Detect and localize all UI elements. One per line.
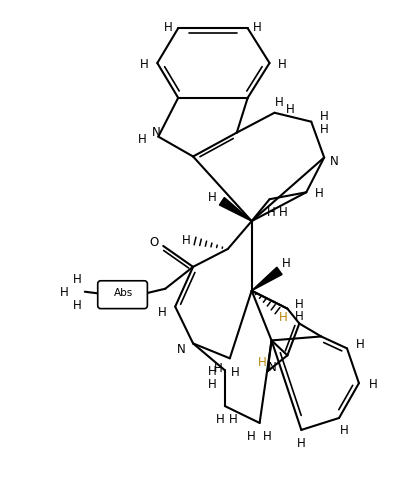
Text: H: H	[253, 21, 262, 34]
Text: H: H	[356, 337, 364, 350]
Text: H: H	[282, 257, 291, 270]
Text: H: H	[207, 364, 216, 377]
Text: H: H	[320, 110, 328, 123]
Text: H: H	[140, 58, 149, 70]
Text: H: H	[320, 123, 328, 136]
FancyBboxPatch shape	[98, 281, 147, 309]
Text: O: O	[150, 236, 159, 249]
Text: H: H	[213, 361, 222, 374]
Text: H: H	[72, 299, 81, 312]
Text: H: H	[138, 133, 147, 146]
Text: H: H	[158, 305, 166, 318]
Text: H: H	[295, 298, 304, 311]
Text: Abs: Abs	[114, 287, 133, 297]
Text: N: N	[152, 126, 161, 139]
Text: H: H	[295, 309, 304, 322]
Text: H: H	[230, 365, 239, 378]
Text: H: H	[207, 377, 216, 390]
Polygon shape	[252, 268, 282, 291]
Text: H: H	[279, 310, 288, 323]
Text: H: H	[275, 96, 284, 109]
Text: H: H	[164, 21, 173, 34]
Text: H: H	[279, 205, 288, 218]
Text: H: H	[258, 355, 267, 368]
Text: H: H	[369, 377, 377, 390]
Text: H: H	[228, 413, 237, 425]
Text: H: H	[247, 429, 256, 442]
Text: N: N	[177, 342, 185, 355]
Text: N: N	[268, 360, 277, 373]
Text: H: H	[278, 58, 287, 70]
Text: H: H	[297, 437, 306, 450]
Text: H: H	[215, 413, 224, 425]
Text: H: H	[340, 424, 348, 437]
Text: H: H	[72, 272, 81, 286]
Text: H: H	[315, 186, 324, 199]
Text: N: N	[330, 155, 339, 167]
Text: H: H	[263, 429, 272, 442]
Text: H: H	[182, 233, 190, 246]
Text: H: H	[60, 286, 68, 299]
Text: H: H	[207, 190, 216, 203]
Polygon shape	[220, 198, 252, 222]
Text: H: H	[267, 205, 276, 218]
Text: H: H	[286, 103, 295, 116]
